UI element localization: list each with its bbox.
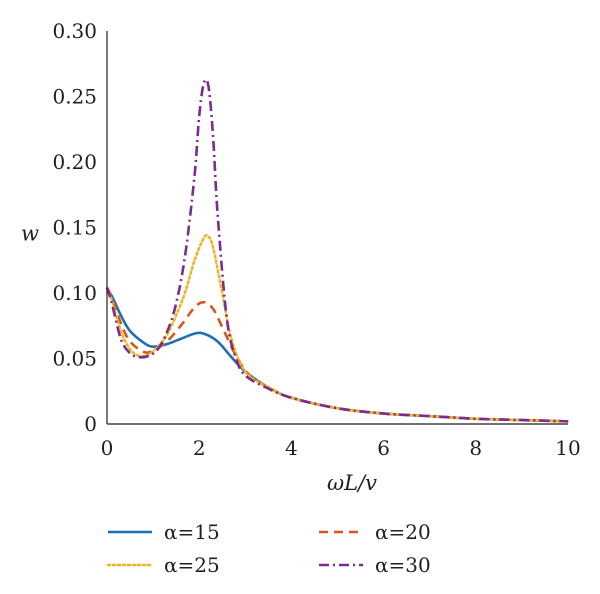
y-tick-labels: 0 0.05 0.10 0.15 0.20 0.25 0.30 — [52, 19, 97, 436]
series-line-4 — [105, 78, 569, 423]
plot-lines — [105, 78, 570, 423]
y-axis-label: w — [21, 222, 39, 246]
y-tick-label: 0.05 — [52, 347, 97, 371]
x-tick-label: 2 — [193, 436, 206, 460]
y-tick-label: 0.15 — [52, 216, 97, 240]
series-line-1 — [106, 289, 569, 423]
x-tick-label: 0 — [101, 436, 114, 460]
x-axis-label: ωL/v — [327, 471, 377, 495]
legend-label-2: α=20 — [375, 520, 431, 544]
y-tick-label: 0.25 — [52, 85, 97, 109]
series-line-3 — [105, 234, 570, 423]
x-tick-labels: 0 2 4 6 8 10 — [101, 436, 581, 460]
y-tick-label: 0.20 — [52, 150, 97, 174]
legend: α=15 α=20 α=25 α=30 — [106, 520, 431, 577]
x-tick-label: 4 — [285, 436, 298, 460]
x-tick-label: 8 — [469, 436, 482, 460]
y-tick-label: 0.10 — [52, 281, 97, 305]
x-tick-label: 10 — [555, 436, 580, 460]
y-tick-label: 0 — [84, 412, 97, 436]
legend-label-1: α=15 — [164, 520, 220, 544]
legend-label-4: α=30 — [375, 553, 431, 577]
y-tick-label: 0.30 — [52, 19, 97, 43]
legend-label-3: α=25 — [164, 553, 220, 577]
x-tick-label: 6 — [377, 436, 390, 460]
